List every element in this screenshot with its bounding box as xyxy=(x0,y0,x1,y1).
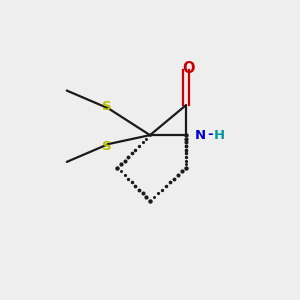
Text: N: N xyxy=(194,129,206,142)
Text: S: S xyxy=(102,140,112,153)
Text: -: - xyxy=(208,128,213,141)
Text: S: S xyxy=(102,100,112,112)
Text: O: O xyxy=(182,61,194,76)
Text: H: H xyxy=(214,129,225,142)
